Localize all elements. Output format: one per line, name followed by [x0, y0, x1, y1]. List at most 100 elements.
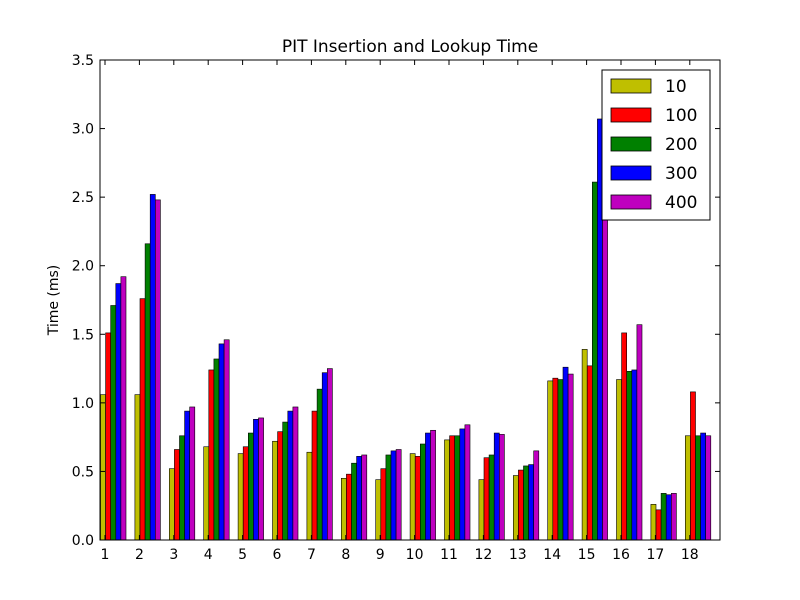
bar-series-400-cat-13	[533, 450, 540, 541]
bar-series-10-cat-11	[444, 439, 450, 541]
bar-series-10-cat-17	[650, 504, 657, 541]
bar-series-400-cat-5	[258, 417, 264, 541]
y-tick-label: 1.5	[72, 327, 94, 343]
bar-series-300-cat-6	[287, 410, 294, 541]
ticks-layer: 0.00.51.01.52.02.53.03.51 2 3 4 5 6 7 8 9 10 11 12 1…	[72, 53, 720, 563]
bar-series-10-cat-9	[375, 479, 382, 541]
bar-series-10-cat-4	[203, 446, 210, 541]
bar-series-200-cat-6	[282, 421, 289, 541]
bar-series-400-cat-9	[395, 449, 402, 541]
bar-series-300-cat-3	[184, 410, 191, 541]
bar-series-300-cat-18	[700, 432, 706, 541]
bar-series-300-cat-12	[493, 432, 500, 541]
bar-series-10-cat-6	[272, 440, 278, 541]
bar-series-300-cat-5	[253, 419, 259, 541]
bar-series-200-cat-2	[144, 243, 151, 541]
axes-frame	[99, 59, 721, 541]
x-tick-label: 15	[578, 547, 596, 563]
x-tick-label: 11	[440, 547, 458, 563]
bar-series-10-cat-13	[512, 475, 519, 541]
bar-series-100-cat-3	[174, 449, 180, 541]
bar-series-400-cat-6	[292, 406, 299, 541]
bar-series-200-cat-14	[557, 379, 564, 541]
x-tick-label: 13	[509, 547, 527, 563]
x-tick-label: 9	[376, 547, 385, 563]
bar-series-200-cat-5	[248, 432, 254, 541]
bar-series-200-cat-16	[626, 371, 633, 541]
bar-series-400-cat-1	[120, 276, 127, 541]
bar-series-400-cat-7	[326, 368, 333, 541]
bar-series-400-cat-14	[567, 373, 574, 541]
bar-series-10-cat-8	[340, 477, 347, 541]
y-axis-label: Time (ms)	[46, 265, 62, 337]
bar-series-300-cat-10	[425, 432, 431, 541]
legend-label-200: 200	[665, 135, 697, 155]
x-tick-label: 14	[543, 547, 561, 563]
bar-series-300-cat-8	[356, 456, 363, 541]
legend-swatch-100	[610, 107, 652, 123]
x-tick-label: 17	[646, 547, 664, 563]
bar-series-100-cat-17	[655, 509, 662, 541]
bar-series-100-cat-9	[380, 468, 387, 541]
y-tick-label: 3.5	[72, 53, 94, 69]
bar-series-10-cat-5	[237, 453, 244, 541]
bar-series-100-cat-15	[586, 365, 593, 541]
x-tick-label: 4	[204, 547, 213, 563]
y-tick-label: 2.5	[72, 190, 94, 206]
bar-series-10-cat-3	[169, 468, 175, 541]
bar-series-100-cat-14	[552, 377, 559, 541]
bar-series-100-cat-12	[483, 457, 490, 541]
bar-series-200-cat-8	[351, 462, 357, 541]
x-tick-label: 16	[612, 547, 630, 563]
bar-series-300-cat-17	[665, 494, 672, 541]
bar-series-200-cat-10	[419, 443, 426, 541]
bar-series-100-cat-10	[414, 456, 421, 541]
bar-series-100-cat-6	[277, 431, 284, 541]
x-tick-label: 18	[681, 547, 699, 563]
bar-series-200-cat-12	[488, 454, 495, 541]
x-tick-label: 8	[341, 547, 350, 563]
bar-series-10-cat-7	[306, 451, 313, 541]
bar-series-100-cat-18	[690, 391, 696, 541]
bar-series-200-cat-13	[523, 465, 529, 541]
bar-series-300-cat-7	[321, 372, 328, 541]
legend-label-300: 300	[665, 164, 697, 184]
bar-series-10-cat-14	[547, 380, 554, 541]
x-tick-label: 7	[307, 547, 316, 563]
bar-series-100-cat-16	[621, 332, 627, 541]
bar-series-100-cat-2	[139, 298, 146, 541]
bar-series-10-cat-16	[616, 379, 622, 541]
bar-series-300-cat-16	[631, 369, 638, 541]
bar-series-400-cat-4	[223, 339, 230, 541]
x-tick-label: 1	[101, 547, 110, 563]
bar-series-200-cat-15	[591, 181, 598, 541]
legend-swatch-200	[610, 136, 652, 152]
bar-series-10-cat-1	[100, 394, 106, 541]
bar-series-400-cat-18	[705, 435, 712, 541]
legend-label-100: 100	[665, 106, 697, 126]
bar-series-10-cat-15	[581, 349, 588, 541]
bar-series-100-cat-4	[208, 369, 215, 541]
bar-series-10-cat-10	[409, 453, 416, 541]
y-tick-label: 3.0	[72, 122, 94, 138]
y-tick-label: 0.0	[72, 533, 94, 549]
bar-series-400-cat-11	[464, 424, 471, 541]
bar-series-300-cat-11	[459, 428, 466, 541]
bar-series-200-cat-17	[660, 493, 667, 541]
x-tick-label: 2	[135, 547, 144, 563]
bar-series-200-cat-9	[385, 454, 392, 541]
bar-series-400-cat-17	[670, 493, 677, 541]
y-tick-label: 1.0	[72, 396, 94, 412]
bar-series-300-cat-14	[562, 366, 569, 541]
bar-series-300-cat-9	[390, 450, 397, 541]
legend-swatch-400	[610, 194, 652, 210]
bar-series-100-cat-11	[449, 435, 456, 541]
legend: 10 100 200 300 400	[601, 69, 711, 221]
x-tick-label: 5	[238, 547, 247, 563]
bar-series-400-cat-15	[602, 218, 608, 541]
bar-series-200-cat-1	[110, 305, 117, 541]
bar-series-100-cat-8	[346, 473, 352, 541]
legend-swatch-300	[610, 165, 652, 181]
